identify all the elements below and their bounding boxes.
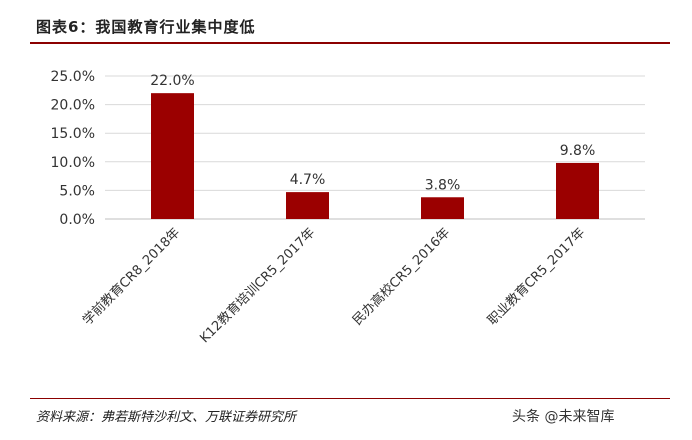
source-note: 资料来源：弗若斯特沙利文、万联证券研究所 <box>36 410 297 425</box>
y-tick-label: 0.0% <box>59 212 95 228</box>
y-tick-label: 15.0% <box>51 126 95 142</box>
y-tick-label: 25.0% <box>51 69 95 85</box>
x-tick-label: 民办高校CR5_2016年 <box>349 225 453 329</box>
bar <box>421 197 464 219</box>
page-title: 图表6：我国教育行业集中度低 <box>36 18 256 36</box>
bar <box>556 162 599 219</box>
title-divider <box>30 42 670 44</box>
x-tick-label: K12教育培训CR5_2017年 <box>197 225 319 347</box>
data-label: 3.8% <box>425 177 461 193</box>
footer: 资料来源：弗若斯特沙利文、万联证券研究所 <box>30 398 670 428</box>
title-bar: 图表6：我国教育行业集中度低 <box>30 12 670 44</box>
footer-divider <box>30 398 670 399</box>
data-label: 4.7% <box>290 172 326 188</box>
bar <box>286 192 329 219</box>
y-tick-label: 20.0% <box>51 98 95 114</box>
data-label: 9.8% <box>560 143 596 159</box>
data-label: 22.0% <box>150 73 194 89</box>
watermark: 头条 @未来智库 <box>512 409 615 425</box>
bar <box>151 93 194 219</box>
y-tick-label: 5.0% <box>59 183 95 199</box>
x-tick-label: 职业教育CR5_2017年 <box>484 225 588 329</box>
x-tick-label: 学前教育CR8_2018年 <box>79 225 183 329</box>
y-tick-label: 10.0% <box>51 155 95 171</box>
